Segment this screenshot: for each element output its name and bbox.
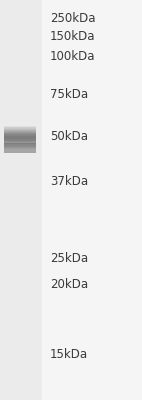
Bar bbox=[4, 130, 36, 132]
Bar bbox=[4, 131, 36, 133]
Bar bbox=[4, 136, 36, 137]
Text: 15kDa: 15kDa bbox=[50, 348, 88, 361]
Bar bbox=[4, 133, 36, 134]
Text: 75kDa: 75kDa bbox=[50, 88, 88, 101]
Bar bbox=[4, 145, 36, 146]
Bar bbox=[4, 132, 36, 133]
Text: 150kDa: 150kDa bbox=[50, 30, 96, 43]
Text: 50kDa: 50kDa bbox=[50, 130, 88, 143]
Bar bbox=[4, 147, 36, 149]
Bar bbox=[4, 138, 36, 139]
Bar bbox=[4, 146, 36, 148]
Bar bbox=[4, 144, 36, 145]
Bar bbox=[4, 134, 36, 136]
Bar bbox=[4, 142, 36, 144]
Bar bbox=[4, 143, 36, 144]
Bar bbox=[4, 139, 36, 141]
Bar bbox=[4, 133, 36, 135]
Text: 250kDa: 250kDa bbox=[50, 12, 96, 25]
Bar bbox=[4, 129, 36, 130]
Bar bbox=[4, 135, 36, 136]
Text: 100kDa: 100kDa bbox=[50, 50, 96, 63]
Bar bbox=[4, 136, 36, 138]
Bar bbox=[4, 140, 36, 141]
Bar bbox=[4, 146, 36, 147]
Bar bbox=[4, 127, 36, 128]
Bar bbox=[4, 130, 36, 131]
Bar bbox=[4, 137, 36, 138]
Bar bbox=[4, 138, 36, 140]
Text: 37kDa: 37kDa bbox=[50, 175, 88, 188]
Bar bbox=[4, 141, 36, 142]
Bar bbox=[4, 126, 36, 128]
Text: 25kDa: 25kDa bbox=[50, 252, 88, 265]
Bar bbox=[4, 141, 36, 143]
Bar bbox=[4, 143, 36, 153]
Bar bbox=[4, 144, 36, 146]
Text: 20kDa: 20kDa bbox=[50, 278, 88, 291]
Bar bbox=[4, 128, 36, 130]
Bar bbox=[0, 0, 42, 400]
Bar bbox=[4, 128, 36, 129]
